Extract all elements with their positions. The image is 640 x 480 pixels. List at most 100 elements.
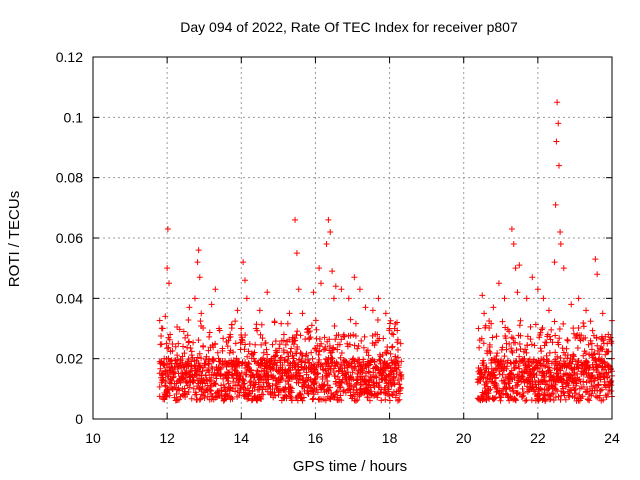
data-point-marker	[334, 346, 341, 353]
data-point-marker	[239, 360, 246, 367]
data-point-marker	[338, 349, 345, 356]
data-point-marker	[502, 335, 509, 342]
data-point-marker	[584, 395, 591, 402]
x-axis-label: GPS time / hours	[293, 458, 407, 475]
data-point-marker	[351, 342, 358, 349]
data-point-marker	[158, 332, 165, 339]
data-point-marker	[197, 318, 204, 325]
data-point-marker	[395, 362, 402, 369]
data-point-marker	[501, 295, 508, 302]
data-point-marker	[492, 366, 499, 373]
axes	[92, 56, 613, 420]
data-point-marker	[166, 392, 173, 399]
data-point-marker	[604, 340, 611, 347]
data-point-marker	[555, 120, 562, 127]
data-point-marker	[552, 359, 559, 366]
data-point-marker	[281, 369, 288, 376]
data-point-marker	[242, 341, 249, 348]
x-tick-label: 14	[233, 430, 249, 446]
data-point-marker	[531, 342, 538, 349]
data-point-marker	[389, 343, 396, 350]
data-point-marker	[506, 380, 513, 387]
data-point-marker	[566, 394, 573, 401]
data-point-marker	[278, 320, 285, 327]
data-point-marker	[222, 395, 229, 402]
data-point-marker	[510, 335, 517, 342]
data-point-marker	[487, 349, 494, 356]
data-point-marker	[177, 379, 184, 386]
data-point-marker	[357, 382, 364, 389]
data-point-marker	[327, 228, 334, 235]
data-point-marker	[319, 363, 326, 370]
data-point-marker	[486, 325, 493, 332]
data-point-marker	[574, 364, 581, 371]
x-tick-label: 10	[85, 430, 101, 446]
data-point-marker	[511, 374, 518, 381]
data-point-marker	[394, 354, 401, 361]
data-point-marker	[159, 325, 166, 332]
data-point-marker	[256, 307, 263, 314]
data-point-marker	[213, 375, 220, 382]
data-point-marker	[304, 390, 311, 397]
data-point-marker	[329, 355, 336, 362]
data-point-marker	[517, 317, 524, 324]
data-point-marker	[202, 356, 209, 363]
y-tick-label: 0.06	[56, 230, 83, 246]
data-point-marker	[571, 394, 578, 401]
data-point-marker	[262, 339, 269, 346]
data-point-marker	[201, 395, 208, 402]
data-point-marker	[376, 356, 383, 363]
data-point-marker	[573, 380, 580, 387]
data-point-marker	[571, 369, 578, 376]
data-point-marker	[572, 386, 579, 393]
data-point-marker	[186, 369, 193, 376]
data-point-marker	[576, 391, 583, 398]
data-point-marker	[371, 342, 378, 349]
data-point-marker	[188, 352, 195, 359]
data-point-marker	[589, 327, 596, 334]
data-point-marker	[330, 295, 337, 302]
data-point-marker	[232, 318, 239, 325]
data-point-marker	[597, 387, 604, 394]
data-point-marker	[516, 353, 523, 360]
data-point-marker	[563, 345, 570, 352]
data-point-marker	[180, 343, 187, 350]
data-point-marker	[508, 348, 515, 355]
data-point-marker	[522, 346, 529, 353]
data-point-marker	[297, 332, 304, 339]
data-point-marker	[274, 349, 281, 356]
data-point-marker	[224, 377, 231, 384]
data-point-marker	[169, 340, 176, 347]
data-point-marker	[378, 386, 385, 393]
data-point-marker	[288, 389, 295, 396]
data-point-marker	[530, 356, 537, 363]
data-point-marker	[208, 301, 215, 308]
data-point-marker	[257, 331, 264, 338]
data-point-marker	[272, 338, 279, 345]
data-point-marker	[546, 333, 553, 340]
data-point-marker	[494, 350, 501, 357]
data-point-marker	[552, 358, 559, 365]
data-point-marker	[327, 396, 334, 403]
data-point-marker	[599, 346, 606, 353]
data-point-marker	[340, 388, 347, 395]
data-point-marker	[241, 380, 248, 387]
data-point-marker	[557, 228, 564, 235]
data-point-marker	[206, 378, 213, 385]
data-point-marker	[546, 349, 553, 356]
data-point-marker	[360, 344, 367, 351]
data-point-marker	[583, 307, 590, 314]
data-point-marker	[350, 331, 357, 338]
data-point-marker	[588, 340, 595, 347]
data-point-marker	[352, 397, 359, 404]
data-point-marker	[575, 324, 582, 331]
data-point-marker	[326, 342, 333, 349]
data-point-marker	[396, 369, 403, 376]
data-point-marker	[583, 358, 590, 365]
data-point-marker	[161, 355, 168, 362]
data-point-marker	[600, 373, 607, 380]
data-point-marker	[501, 353, 508, 360]
data-point-marker	[180, 328, 187, 335]
data-point-marker	[477, 377, 484, 384]
data-point-marker	[544, 381, 551, 388]
